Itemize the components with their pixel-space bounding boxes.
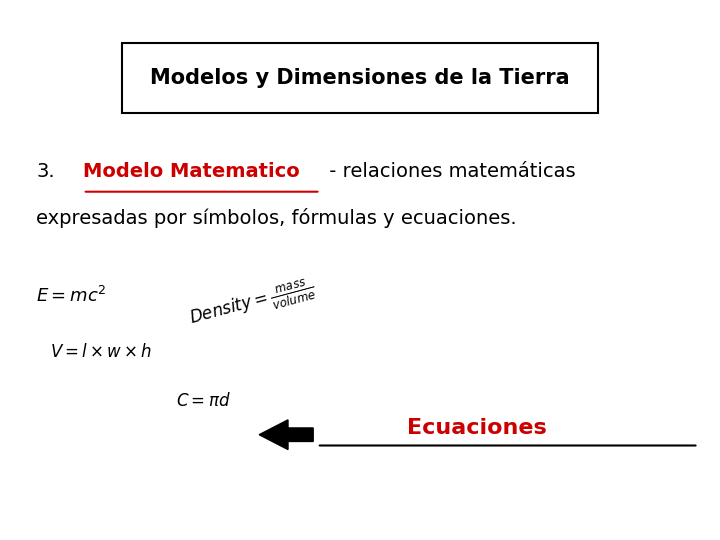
Text: Modelos y Dimensiones de la Tierra: Modelos y Dimensiones de la Tierra bbox=[150, 68, 570, 89]
Text: $V = l \times w \times h$: $V = l \times w \times h$ bbox=[50, 343, 153, 361]
Text: - relaciones matemáticas: - relaciones matemáticas bbox=[323, 162, 575, 181]
Text: Ecuaciones: Ecuaciones bbox=[407, 418, 546, 438]
Text: $E = mc^2$: $E = mc^2$ bbox=[36, 286, 107, 306]
FancyBboxPatch shape bbox=[122, 43, 598, 113]
Text: expresadas por símbolos, fórmulas y ecuaciones.: expresadas por símbolos, fórmulas y ecua… bbox=[36, 208, 517, 228]
Text: $Density = \frac{mass}{volume}$: $Density = \frac{mass}{volume}$ bbox=[187, 275, 318, 334]
Text: 3.: 3. bbox=[36, 162, 55, 181]
Text: Modelo Matematico: Modelo Matematico bbox=[83, 162, 300, 181]
FancyArrow shape bbox=[259, 420, 313, 449]
Text: $C = \pi d$: $C = \pi d$ bbox=[176, 392, 231, 409]
